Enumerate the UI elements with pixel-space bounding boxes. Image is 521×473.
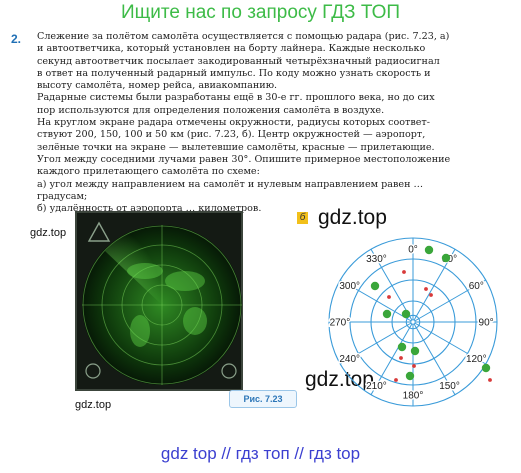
arriving-plane-dot xyxy=(488,378,492,382)
degree-label: 0° xyxy=(408,244,418,255)
degree-label: 330° xyxy=(366,254,387,265)
angle-ray xyxy=(412,321,456,395)
task-line: секунд автоответчик посылает закодирован… xyxy=(37,55,440,67)
radar-diagram: 0°30°60°90°120°150°180°210°240°270°300°3… xyxy=(328,237,498,407)
watermark: gdz.top xyxy=(318,206,387,229)
watermark: gdz.top xyxy=(30,227,67,239)
angle-ray xyxy=(340,279,414,323)
task-line: в ответ на полученный радарный импульс. … xyxy=(37,67,431,79)
departing-plane-dot xyxy=(441,253,451,263)
task-line: пор используются для определения положен… xyxy=(37,104,385,116)
arriving-plane-dot xyxy=(394,378,398,382)
task-line: высоту самолёта, номер рейса, авиакомпан… xyxy=(37,80,278,92)
departing-plane-dot xyxy=(382,309,392,319)
site-header: Ищите нас по запросу ГДЗ ТОП xyxy=(120,2,401,23)
task-line: На круглом экране радара отмечены окружн… xyxy=(37,117,430,129)
departing-plane-dot xyxy=(397,342,407,352)
arriving-plane-dot xyxy=(412,364,416,368)
degree-label: 240° xyxy=(339,354,360,365)
radar-screen-illustration xyxy=(75,211,243,391)
departing-plane-dot xyxy=(401,309,411,319)
departing-plane-dot xyxy=(405,371,415,381)
task-line: а) угол между направлением на самолёт и … xyxy=(37,178,424,190)
degree-label: 150° xyxy=(439,381,460,392)
departing-plane-dot xyxy=(424,245,434,255)
site-footer: gdz top // гдз топ // гдз top xyxy=(160,444,361,463)
degree-label: 60° xyxy=(469,281,484,292)
task-line: зелёные точки на экране — вылетевшие сам… xyxy=(37,141,435,153)
degree-label: 300° xyxy=(339,281,360,292)
figure-caption: Рис. 7.23 xyxy=(229,390,297,408)
task-line: градусам; xyxy=(37,190,88,202)
degree-label: 210° xyxy=(366,381,387,392)
angle-ray xyxy=(412,321,486,365)
arriving-plane-dot xyxy=(424,287,428,291)
task-line: Угол между соседними лучами равен 30°. О… xyxy=(37,153,451,165)
task-number: 2. xyxy=(11,32,22,46)
departing-plane-dot xyxy=(410,346,420,356)
task-line: Радарные системы были разработаны ещё в … xyxy=(37,92,435,104)
watermark: gdz.top xyxy=(75,399,112,411)
figure-b-label: б xyxy=(297,212,308,224)
departing-plane-dot xyxy=(370,281,380,291)
arriving-plane-dot xyxy=(399,356,403,360)
task-line: ствуют 200, 150, 100 и 50 км (рис. 7.23,… xyxy=(37,129,426,141)
angle-ray xyxy=(340,321,414,365)
arriving-plane-dot xyxy=(429,293,433,297)
arriving-plane-dot xyxy=(387,295,391,299)
task-text: Слежение за полётом самолёта осуществляе… xyxy=(37,31,515,215)
departing-plane-dot xyxy=(481,363,491,373)
arriving-plane-dot xyxy=(402,270,406,274)
degree-label: 180° xyxy=(403,391,424,402)
airport-center xyxy=(410,319,416,325)
angle-ray xyxy=(370,321,414,395)
task-line: и автоответчика, который установлен на б… xyxy=(37,43,426,55)
watermark: gdz.top xyxy=(305,368,374,391)
task-line: каждого прилетающего самолёта по схеме: xyxy=(37,166,260,178)
task-line: Слежение за полётом самолёта осуществляе… xyxy=(37,31,450,42)
degree-label: 90° xyxy=(479,318,494,329)
angle-ray xyxy=(412,279,486,323)
task-line: б) удалённость от аэропорта … километров… xyxy=(37,203,262,215)
degree-label: 120° xyxy=(466,354,487,365)
degree-label: 270° xyxy=(330,318,351,329)
